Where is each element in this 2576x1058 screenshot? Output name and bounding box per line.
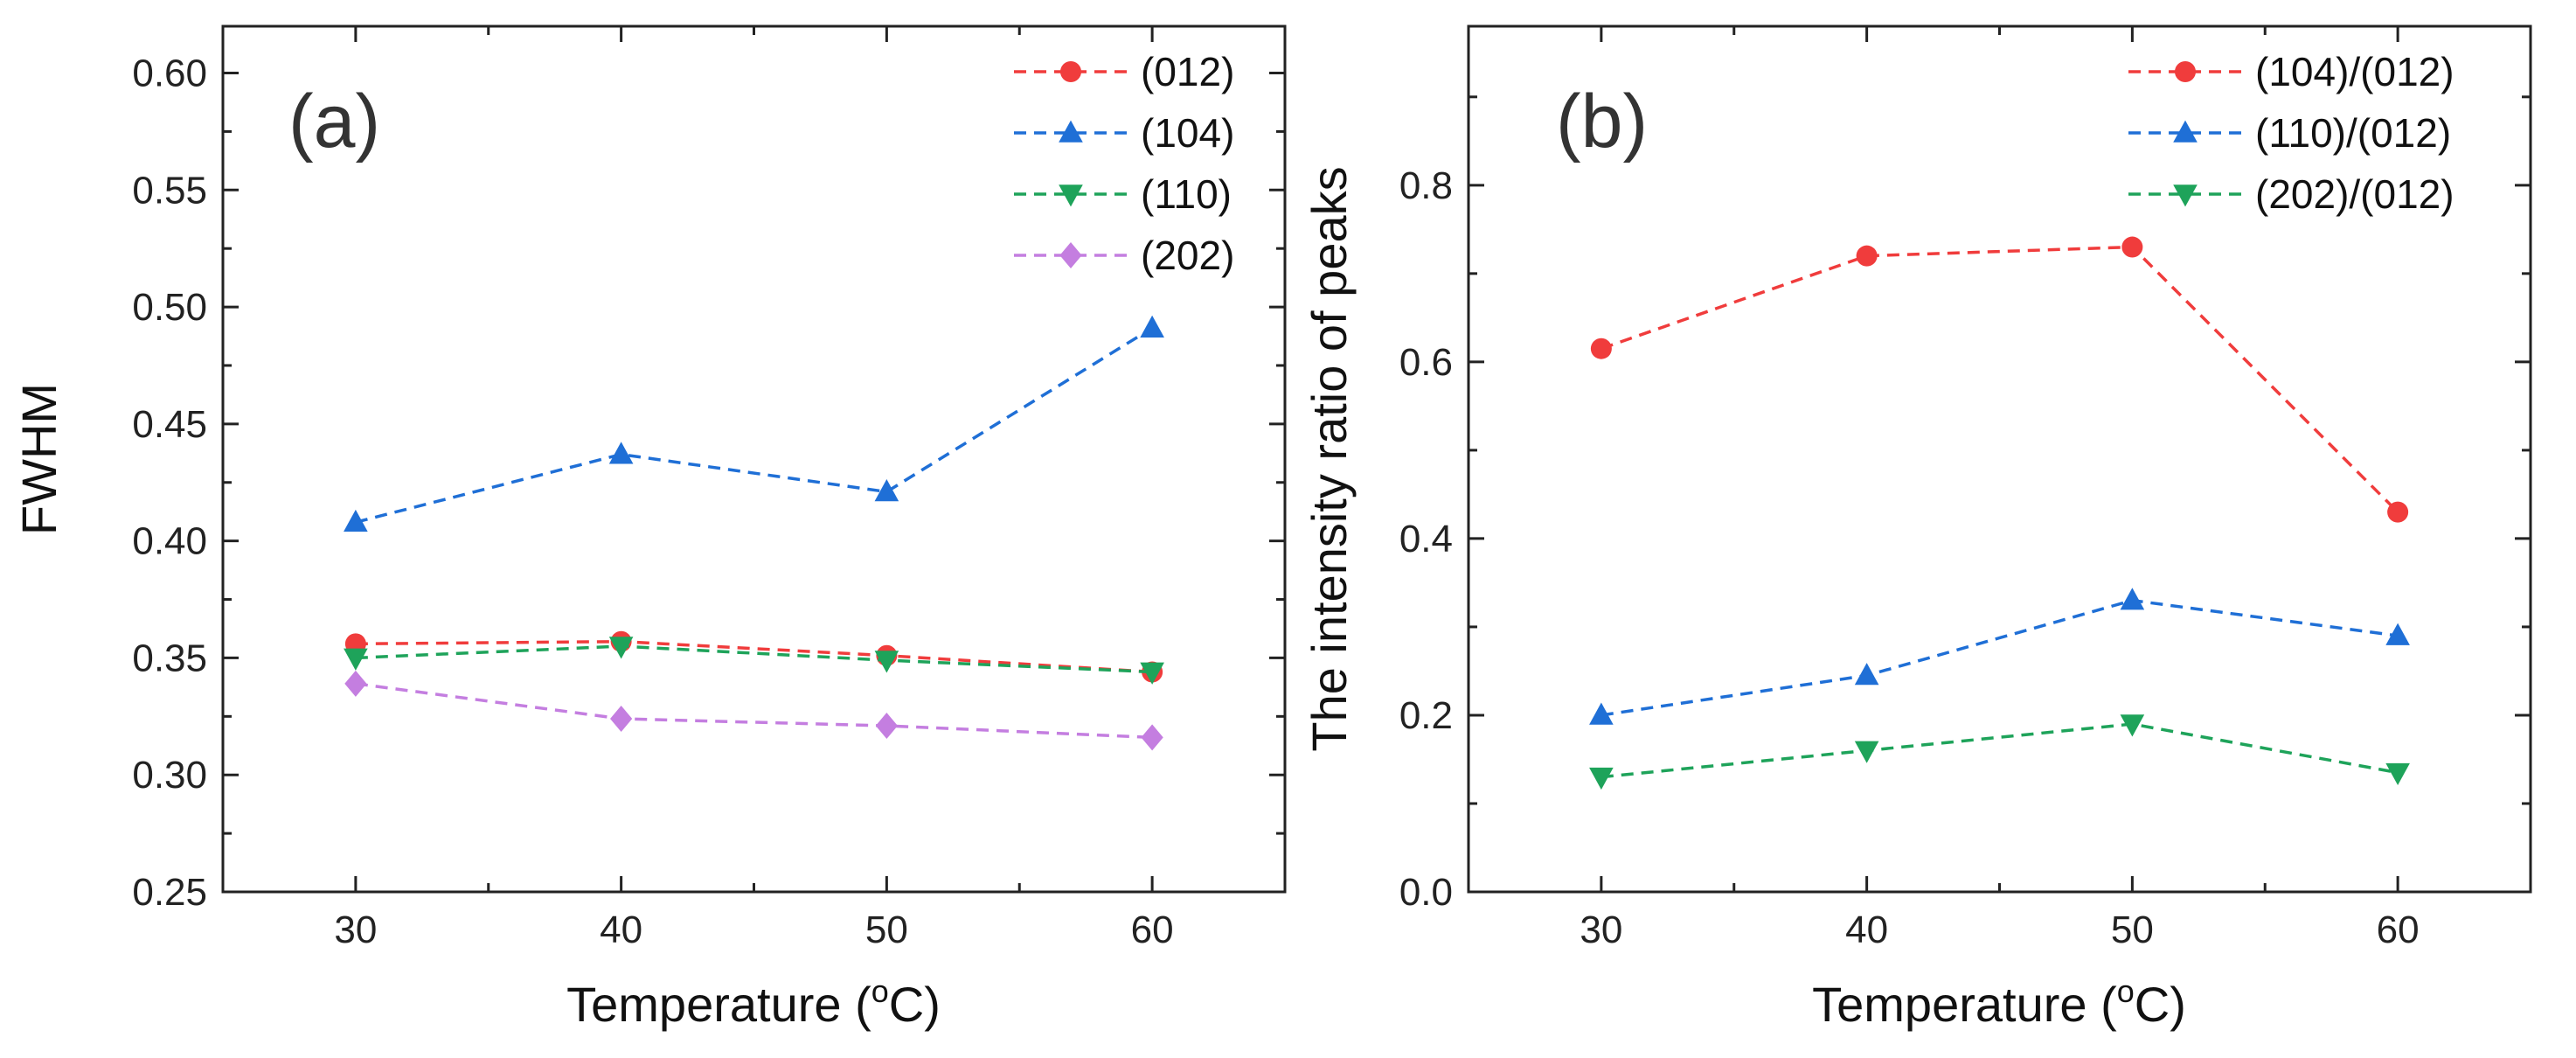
panel-b-legend-marker-110-012 xyxy=(2173,120,2198,143)
panel-a-y-tick-label: 0.30 xyxy=(132,754,207,797)
panel-a-point-110 xyxy=(344,648,368,671)
panel-a-y-tick-label: 0.45 xyxy=(132,403,207,446)
panel-b-point-104-012 xyxy=(2387,501,2409,523)
panel-b-legend-label-104-012: (104)/(012) xyxy=(2255,49,2454,94)
panel-b-point-110-012 xyxy=(2385,623,2410,645)
panel-a-y-tick-label: 0.60 xyxy=(132,52,207,95)
panel-a-label: (a) xyxy=(288,80,380,164)
panel-b-axes: 30 40 50 60 0.0 0.2 0.4 0.6 0.8 xyxy=(1399,26,2532,951)
panel-a-fwhm-chart: 30 40 50 60 0.25 0.30 0.35 0.40 0.45 0.50 0.55 0.60… xyxy=(11,24,1287,1032)
panel-b-series xyxy=(1589,236,2410,790)
panel-a-y-tick-label: 0.35 xyxy=(132,637,207,679)
panel-b-series-line-202-012 xyxy=(1600,722,2399,779)
panel-a-point-202 xyxy=(344,670,367,697)
panel-b-point-202-012 xyxy=(2120,714,2145,737)
panel-b-point-104-012 xyxy=(1856,245,1878,267)
panel-b-intensity-ratio-chart: 30 40 50 60 0.0 0.2 0.4 0.6 0.8 (104)/(012) (110)… xyxy=(1302,24,2532,1032)
panel-a-y-axis-title: FWHM xyxy=(11,383,66,535)
panel-a-point-110 xyxy=(874,651,899,673)
panel-a-y-tick-label: 0.55 xyxy=(132,169,207,212)
panel-b-point-104-012 xyxy=(1590,338,1612,359)
panel-a-point-110 xyxy=(1140,662,1164,685)
panel-b-legend-label-202-012: (202)/(012) xyxy=(2255,171,2454,217)
panel-b-series-line-110-012 xyxy=(1600,598,2399,717)
panel-b-point-110-012 xyxy=(1854,663,1879,686)
panel-b-y-tick-label: 0.6 xyxy=(1399,341,1453,384)
panel-b-point-110-012 xyxy=(2120,588,2145,610)
panel-a-axes: 30 40 50 60 0.25 0.30 0.35 0.40 0.45 0.50 0.55 0.60 xyxy=(132,26,1287,951)
panel-a-legend-label-012: (012) xyxy=(1141,49,1234,94)
panel-a-point-104 xyxy=(608,442,634,464)
panel-b-point-202-012 xyxy=(1589,767,1614,790)
panel-b-point-202-012 xyxy=(2385,762,2410,786)
panel-a-point-202 xyxy=(610,706,633,732)
panel-b-point-110-012 xyxy=(1589,702,1614,725)
panel-b-x-title-main: Temperature ( xyxy=(1812,977,2117,1032)
panel-a-x-tick-label: 40 xyxy=(600,908,642,951)
panel-a-point-104 xyxy=(874,479,899,502)
panel-b-y-tick-label: 0.0 xyxy=(1399,871,1453,914)
panel-a-series-line-104 xyxy=(355,326,1154,524)
panel-b-x-tick-label: 40 xyxy=(1845,908,1888,951)
panel-b-x-title-unit: C) xyxy=(2135,977,2186,1032)
panel-b-x-title-degree: o xyxy=(2117,973,2135,1009)
panel-b-y-tick-label: 0.2 xyxy=(1399,694,1453,737)
panel-a-x-axis-title: Temperature (oC) xyxy=(566,973,941,1032)
panel-b-x-tick-label: 30 xyxy=(1580,908,1622,951)
panel-a-series xyxy=(344,315,1164,751)
panel-a-series-line-202 xyxy=(355,682,1153,740)
panel-b-series-line-104-012 xyxy=(1600,245,2399,513)
panel-b-x-axis-title: Temperature (oC) xyxy=(1812,973,2186,1032)
panel-b-x-tick-label: 60 xyxy=(2377,908,2420,951)
panel-b-y-tick-label: 0.4 xyxy=(1399,518,1453,560)
panel-b-y-tick-label: 0.8 xyxy=(1399,164,1453,207)
panel-a-legend-marker-202 xyxy=(1059,242,1082,268)
panel-a-point-104 xyxy=(344,509,368,532)
panel-a-legend-marker-012 xyxy=(1060,61,1081,82)
panel-a-series-line-110 xyxy=(355,644,1153,674)
panel-b-legend-marker-104-012 xyxy=(2175,61,2196,82)
panel-b-label: (b) xyxy=(1556,80,1648,164)
panel-b-legend-marker-202-012 xyxy=(2173,184,2198,207)
panel-a-y-tick-label: 0.40 xyxy=(132,520,207,563)
panel-b-legend: (104)/(012) (110)/(012) (202)/(012) xyxy=(2128,49,2454,217)
panel-a-x-title-unit: C) xyxy=(889,977,941,1032)
panel-b-legend-label-110-012: (110)/(012) xyxy=(2255,110,2451,156)
panel-a-x-title-degree: o xyxy=(871,973,889,1009)
panel-a-legend: (012) (104) (110) (202) xyxy=(1014,49,1234,278)
panel-a-point-110 xyxy=(608,637,634,659)
panel-b-point-104-012 xyxy=(2121,236,2143,258)
panel-a-x-tick-label: 50 xyxy=(865,908,908,951)
panel-a-legend-marker-110 xyxy=(1059,184,1083,207)
panel-a-series-line-012 xyxy=(355,639,1153,674)
panel-a-point-202 xyxy=(875,713,898,740)
panel-a-point-202 xyxy=(1141,724,1163,751)
panel-a-y-tick-label: 0.50 xyxy=(132,286,207,329)
panel-a-legend-label-104: (104) xyxy=(1141,110,1234,156)
panel-a-legend-label-110: (110) xyxy=(1141,171,1232,217)
panel-a-x-tick-label: 30 xyxy=(334,908,377,951)
panel-a-y-tick-label: 0.25 xyxy=(132,871,207,914)
panel-a-point-104 xyxy=(1140,315,1164,338)
panel-b-x-tick-label: 50 xyxy=(2111,908,2154,951)
panel-b-y-axis-title: The intensity ratio of peaks xyxy=(1302,166,1357,751)
panel-a-x-tick-label: 60 xyxy=(1131,908,1174,951)
panel-b-point-202-012 xyxy=(1854,741,1879,763)
panel-a-legend-label-202: (202) xyxy=(1141,233,1234,278)
panel-a-legend-marker-104 xyxy=(1059,120,1083,143)
panel-a-x-title-main: Temperature ( xyxy=(566,977,871,1032)
